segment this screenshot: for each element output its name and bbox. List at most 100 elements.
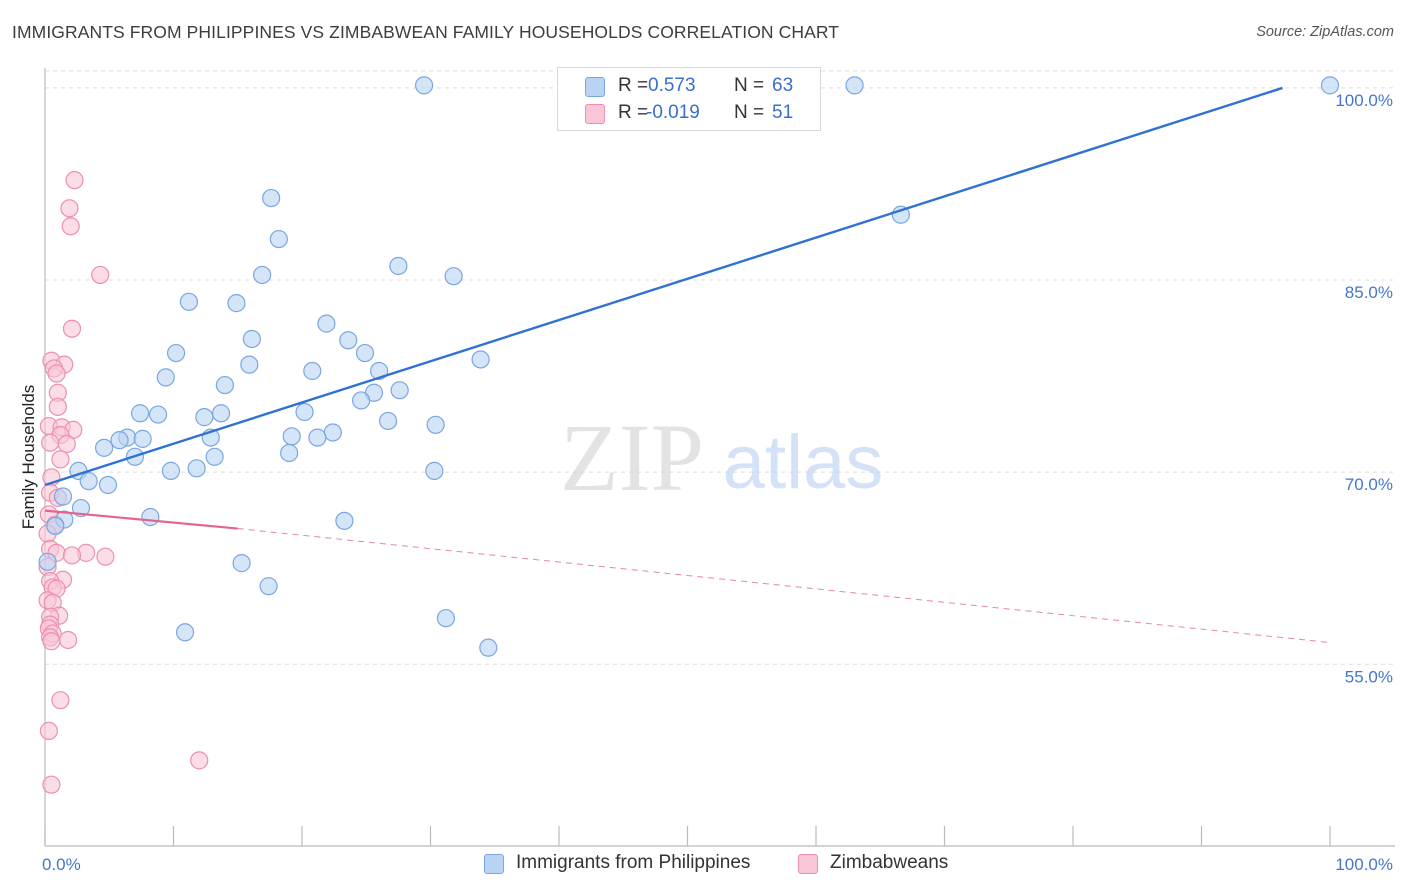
- philippines-point: [110, 431, 129, 450]
- zimbabweans-point: [47, 364, 66, 383]
- y-tick-label: 70.0%: [1345, 475, 1393, 494]
- philippines-point: [195, 408, 214, 427]
- y-tick-label: 100.0%: [1335, 91, 1393, 110]
- legend-n-value: 63: [772, 75, 794, 96]
- legend-label-philippines: Immigrants from Philippines: [516, 852, 751, 873]
- philippines-point: [215, 375, 234, 395]
- philippines-points: [38, 76, 1340, 657]
- philippines-point: [436, 609, 456, 628]
- philippines-point: [390, 381, 409, 400]
- legend-swatch-blue: [484, 854, 504, 874]
- watermark-zip: ZIP: [560, 404, 704, 511]
- zimbabweans-points: [38, 171, 209, 794]
- y-axis-label: Family Households: [19, 385, 38, 530]
- zimbabweans-point: [41, 433, 60, 452]
- philippines-point: [148, 405, 168, 424]
- correlation-legend: R = 0.573 N = 63 R = -0.019 N = 51: [557, 67, 821, 131]
- philippines-point: [98, 475, 118, 495]
- y-tick-label: 55.0%: [1345, 667, 1393, 686]
- philippines-point: [282, 427, 301, 446]
- philippines-point: [232, 554, 251, 573]
- philippines-point: [389, 256, 408, 276]
- zimbabweans-point: [42, 775, 61, 794]
- philippines-point: [308, 428, 327, 447]
- philippines-point: [471, 350, 490, 369]
- philippines-point: [166, 343, 186, 363]
- zimbabweans-point: [96, 547, 115, 566]
- philippines-point: [130, 404, 150, 423]
- philippines-point: [323, 423, 342, 442]
- philippines-point: [211, 404, 231, 423]
- legend-r-label: R =: [618, 75, 649, 96]
- zimbabweans-point: [65, 171, 84, 190]
- tick-labels: 55.0% 70.0% 85.0% 100.0% 0.0% 100.0%: [42, 91, 1393, 874]
- zimbabweans-point: [51, 450, 70, 469]
- philippines-point: [179, 292, 199, 311]
- legend-r-label: R =: [618, 102, 649, 123]
- legend-r-value: 0.573: [648, 75, 696, 96]
- philippines-point: [426, 415, 445, 434]
- philippines-point: [414, 76, 434, 95]
- legend-n-value: 51: [772, 102, 794, 123]
- chart-title: IMMIGRANTS FROM PHILIPPINES VS ZIMBABWEA…: [12, 22, 840, 42]
- philippines-point: [161, 461, 181, 480]
- philippines-point: [46, 516, 65, 536]
- philippines-point: [378, 411, 398, 431]
- philippines-point: [444, 267, 463, 286]
- philippines-point: [317, 314, 336, 333]
- philippines-point: [262, 188, 281, 208]
- zimbabweans-point: [39, 721, 58, 741]
- philippines-point: [38, 552, 57, 571]
- axes: [44, 68, 1395, 847]
- zimbabweans-trend-extension: [237, 528, 1331, 644]
- philippines-point: [175, 623, 195, 642]
- x-tick-label: 0.0%: [42, 855, 81, 874]
- philippines-point: [79, 472, 98, 491]
- philippines-point: [242, 329, 261, 349]
- philippines-point: [425, 461, 444, 480]
- philippines-point: [53, 487, 73, 506]
- zimbabweans-point: [51, 691, 70, 710]
- zimbabweans-point: [60, 199, 79, 218]
- zimbabweans-point: [190, 751, 209, 770]
- philippines-point: [355, 343, 375, 363]
- philippines-point: [227, 294, 246, 313]
- philippines-point: [141, 507, 160, 527]
- philippines-point: [187, 459, 206, 478]
- zimbabweans-point: [57, 434, 76, 454]
- zimbabweans-point: [48, 397, 67, 416]
- legend-n-label: N =: [734, 102, 765, 123]
- zimbabweans-point: [42, 632, 61, 651]
- trend-lines: [44, 86, 1331, 644]
- zimbabweans-point: [59, 630, 78, 650]
- philippines-point: [303, 361, 322, 381]
- y-tick-label: 85.0%: [1345, 283, 1393, 302]
- legend-swatch-pink: [798, 854, 818, 874]
- philippines-point: [339, 331, 358, 350]
- source-label: Source: ZipAtlas.com: [1256, 24, 1394, 40]
- legend-swatch-pink: [585, 104, 605, 124]
- philippines-trend-line: [44, 86, 1283, 487]
- philippines-point: [133, 429, 152, 448]
- zimbabweans-point: [62, 319, 82, 338]
- philippines-point: [479, 638, 498, 657]
- zimbabweans-point: [61, 217, 80, 236]
- philippines-point: [259, 577, 278, 596]
- philippines-point: [71, 498, 91, 518]
- philippines-point: [295, 402, 314, 422]
- legend-n-label: N =: [734, 75, 765, 96]
- philippines-point: [240, 355, 259, 374]
- legend-swatch-blue: [585, 77, 605, 97]
- philippines-point: [845, 76, 864, 95]
- philippines-point: [95, 438, 114, 457]
- legend-r-value: -0.019: [646, 102, 700, 123]
- philippines-point: [269, 229, 288, 249]
- philippines-point: [1320, 76, 1340, 95]
- zimbabweans-point: [62, 546, 82, 565]
- x-tick-label: 100.0%: [1335, 855, 1393, 874]
- philippines-point: [253, 265, 272, 285]
- philippines-point: [352, 391, 371, 410]
- watermark-atlas: atlas: [723, 420, 884, 505]
- philippines-point: [280, 443, 299, 463]
